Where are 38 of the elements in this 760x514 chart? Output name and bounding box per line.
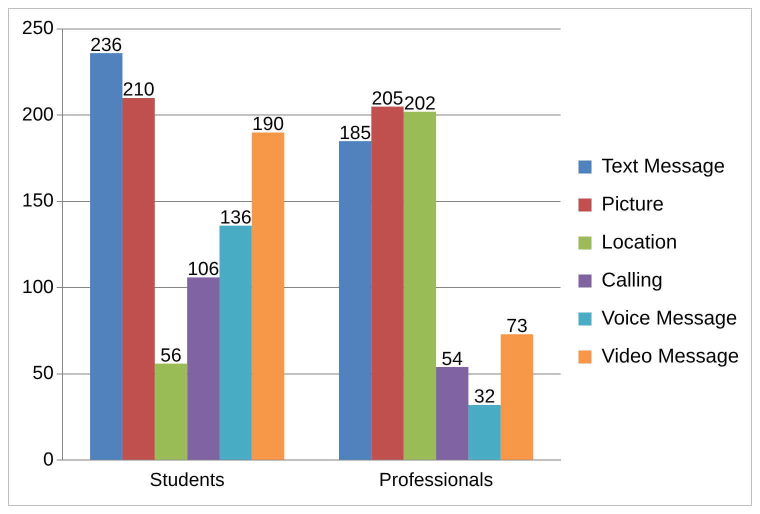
- legend-label: Calling: [602, 270, 663, 292]
- legend-label: Text Message: [602, 156, 725, 178]
- data-label: 236: [90, 34, 122, 56]
- data-label: 205: [372, 88, 404, 110]
- data-label: 73: [506, 316, 528, 338]
- data-label: 190: [252, 114, 284, 136]
- x-tick-label: Students: [150, 470, 225, 491]
- legend-label: Picture: [602, 194, 664, 216]
- bar: [220, 226, 252, 460]
- data-label: 32: [474, 386, 496, 408]
- y-tick-label: 150: [22, 190, 54, 212]
- y-tick-label: 100: [22, 276, 54, 298]
- bar: [90, 53, 122, 460]
- legend-label: Location: [602, 232, 678, 254]
- y-tick-label: 200: [22, 104, 54, 126]
- bar: [500, 334, 534, 460]
- data-label: 136: [220, 207, 252, 228]
- bar: [154, 364, 188, 460]
- bar: [187, 277, 220, 460]
- y-tick-label: 250: [22, 18, 54, 40]
- bar: [468, 405, 501, 460]
- data-label: 210: [122, 80, 154, 101]
- bar: [404, 112, 436, 460]
- data-label: 185: [339, 122, 372, 144]
- bar: [252, 132, 284, 460]
- bar: [338, 141, 372, 460]
- bar: [436, 367, 468, 460]
- x-tick-label: Professionals: [379, 470, 494, 491]
- data-label: 54: [442, 348, 464, 370]
- data-label: 106: [187, 259, 220, 280]
- bar: [122, 98, 155, 460]
- data-label: 56: [160, 345, 182, 366]
- data-label: 202: [404, 94, 436, 115]
- y-tick-label: 50: [32, 363, 54, 384]
- y-tick-label: 0: [43, 449, 54, 470]
- bar: [371, 106, 404, 460]
- legend-label: Video Message: [602, 346, 739, 368]
- legend-label: Voice Message: [602, 308, 738, 330]
